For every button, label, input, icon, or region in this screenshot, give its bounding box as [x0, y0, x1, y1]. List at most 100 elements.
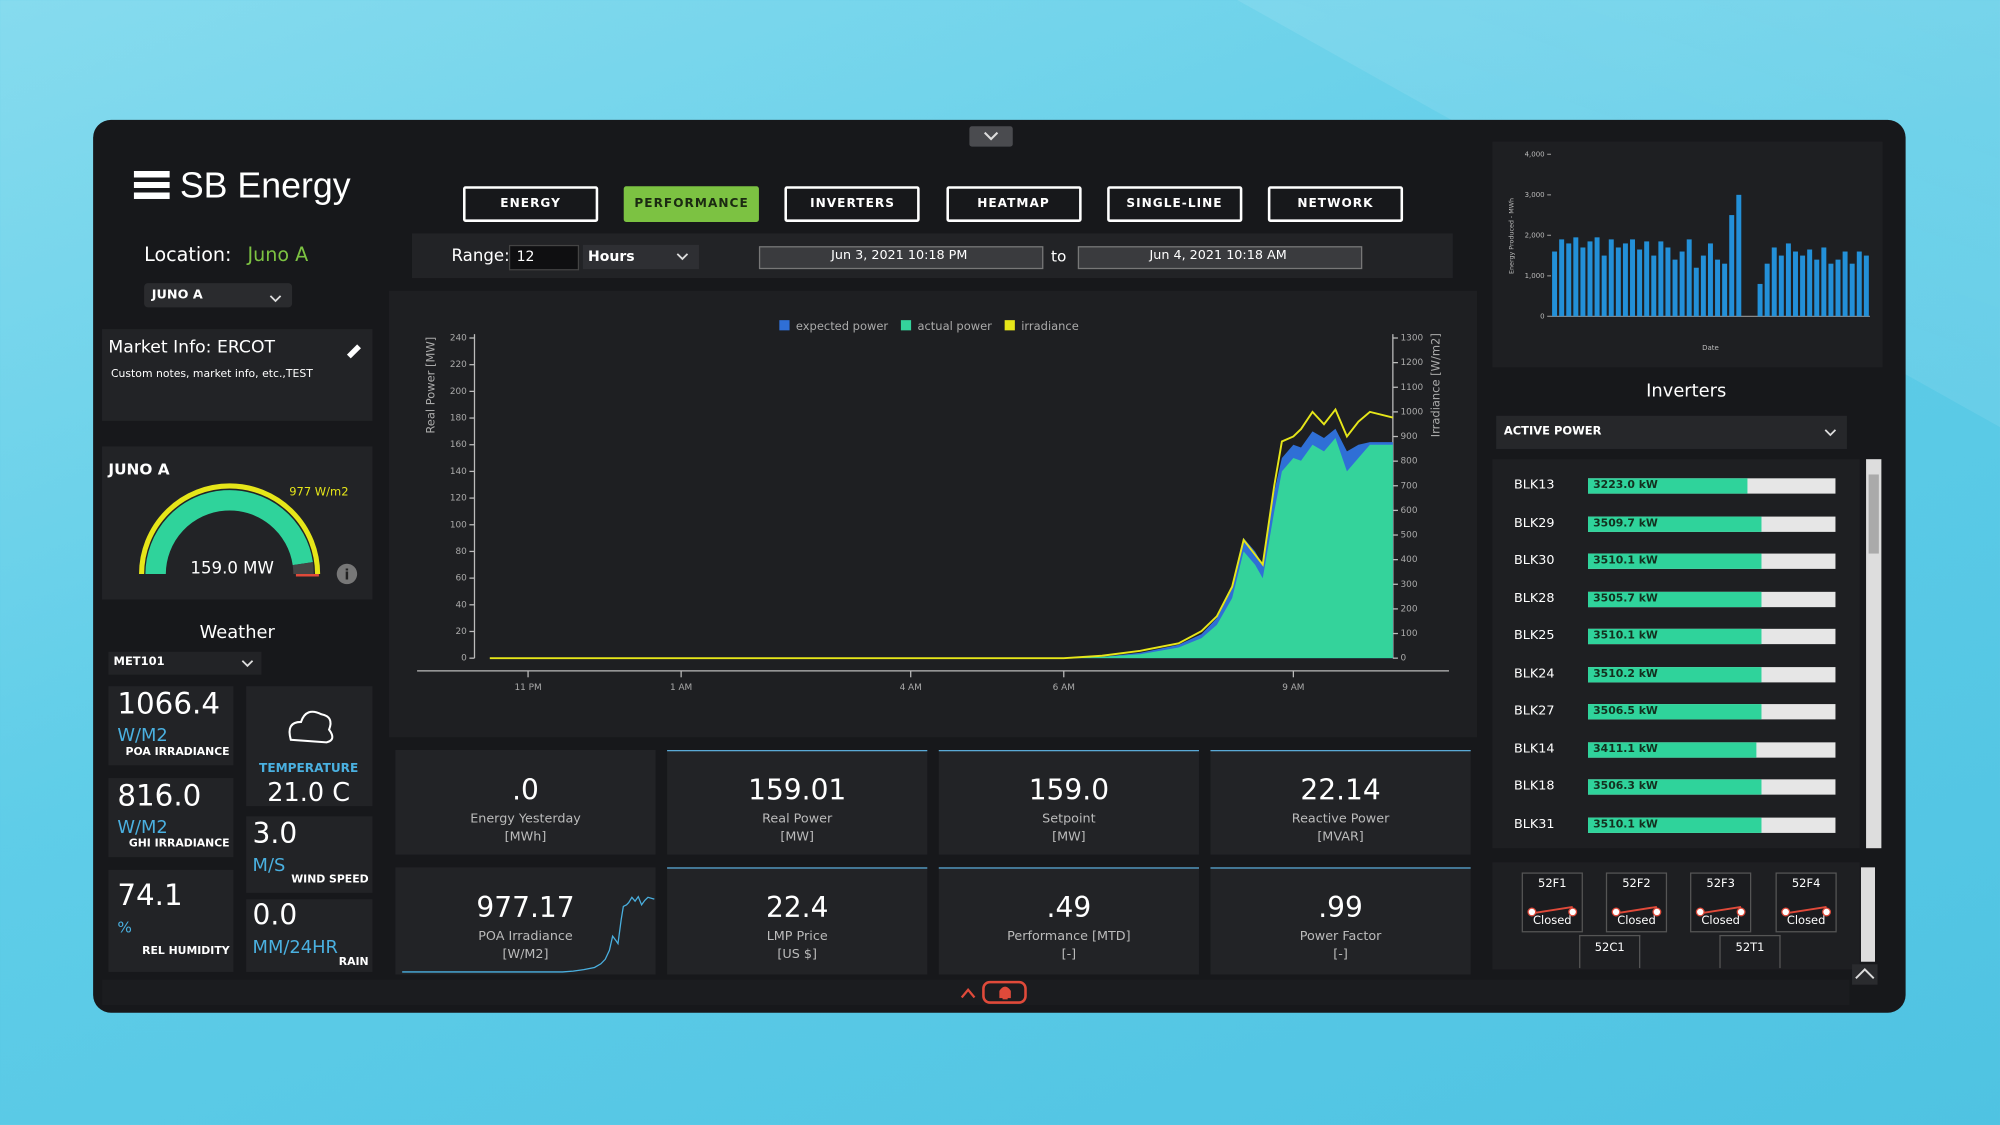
- range-to: to: [1050, 247, 1067, 266]
- stat-unit: [MW]: [780, 830, 814, 845]
- nav-tab[interactable]: [463, 186, 599, 222]
- range-start: Jun 3, 2021 10:18 PM: [831, 248, 968, 263]
- bar: [1644, 241, 1650, 317]
- weather-label: GHI IRRADIANCE: [128, 837, 230, 851]
- breaker-name: 52F2: [1622, 878, 1651, 891]
- legend-swatch: [779, 320, 790, 331]
- bar: [1679, 251, 1685, 317]
- bus-box[interactable]: [1579, 934, 1641, 969]
- stat-value: .0: [512, 775, 539, 808]
- stat-value: 977.17: [476, 892, 575, 925]
- nav-tab[interactable]: [1106, 186, 1243, 222]
- breaker-terminal: [1781, 907, 1791, 917]
- stat-unit: [W/M2]: [502, 947, 549, 962]
- bar: [1573, 237, 1579, 317]
- scroll-top-button[interactable]: [1852, 964, 1878, 985]
- weather-unit: W/M2: [117, 725, 168, 747]
- x-tick-label: 4 AM: [900, 683, 922, 693]
- edit-icon[interactable]: [346, 344, 361, 359]
- gauge-power: 159.0 MW: [190, 559, 274, 579]
- alarm-button[interactable]: [982, 980, 1027, 1004]
- breaker-box[interactable]: [1690, 872, 1752, 933]
- nav-tab[interactable]: [623, 186, 760, 222]
- scrollbar[interactable]: [1866, 459, 1882, 849]
- legend-swatch: [900, 320, 912, 331]
- stat-label: Real Power: [762, 812, 833, 827]
- inverter-name: BLK24: [1514, 666, 1555, 681]
- chevron-down: [241, 660, 254, 668]
- breaker-switch: [1615, 905, 1658, 915]
- y-tick-label: 20: [455, 627, 467, 637]
- weather-tile: [108, 686, 234, 766]
- weather-label: RAIN: [338, 956, 369, 970]
- bus-box[interactable]: [1719, 934, 1781, 969]
- bar: [1771, 247, 1777, 317]
- nav-tab[interactable]: [945, 186, 1082, 222]
- bar: [1587, 241, 1593, 317]
- nav-tab-label: NETWORK: [1297, 196, 1374, 211]
- gauge-title: JUNO A: [108, 460, 170, 479]
- bar: [1828, 263, 1834, 317]
- bar: [1736, 194, 1742, 317]
- inverter-name: BLK30: [1514, 553, 1555, 568]
- stat-value: 159.0: [1028, 775, 1110, 808]
- metric-select[interactable]: [1496, 415, 1847, 449]
- breaker-terminal: [1611, 907, 1621, 917]
- stat-tile: [667, 749, 928, 855]
- site-select-text: JUNO A: [151, 288, 203, 303]
- stat-value: 22.14: [1300, 775, 1381, 808]
- breaker-box[interactable]: [1775, 872, 1837, 933]
- y-tick-label: 140: [450, 467, 467, 477]
- stat-label: Power Factor: [1299, 929, 1382, 944]
- chevron-down: [983, 131, 999, 141]
- chevron-up: [960, 988, 976, 999]
- weather-value: 816.0: [117, 779, 202, 814]
- range-unit: Hours: [588, 248, 635, 265]
- breaker-terminal: [1695, 907, 1705, 917]
- bar: [1849, 263, 1855, 317]
- inverter-bar: [1588, 816, 1762, 833]
- stat-tile: [938, 749, 1199, 855]
- weather-label: REL HUMIDITY: [142, 944, 230, 958]
- breaker-box[interactable]: [1605, 872, 1668, 933]
- inverter-name: BLK28: [1514, 591, 1555, 606]
- stat-tile: [667, 867, 928, 975]
- inverter-name: BLK13: [1514, 478, 1555, 493]
- station-select[interactable]: [108, 651, 262, 675]
- breaker-switch: [1531, 905, 1573, 915]
- bus-name: 52C1: [1594, 941, 1625, 955]
- bar: [1686, 239, 1692, 317]
- stat-value: .49: [1046, 892, 1092, 925]
- range-input[interactable]: [508, 244, 580, 271]
- weather-unit: %: [117, 918, 132, 937]
- bar: [1651, 255, 1657, 317]
- breaker-name: 52F1: [1538, 878, 1567, 891]
- nav-tab[interactable]: [784, 186, 921, 222]
- scrollbar[interactable]: [1860, 867, 1875, 962]
- collapse-handle[interactable]: [969, 126, 1013, 147]
- nav-tab[interactable]: [1267, 186, 1404, 222]
- bar: [1630, 239, 1635, 317]
- info-icon[interactable]: [336, 563, 358, 585]
- chevron-up: [1855, 968, 1875, 979]
- y-tick-label: 4,000: [1525, 149, 1545, 158]
- site-select[interactable]: [144, 283, 293, 308]
- end-date-field[interactable]: [1077, 246, 1363, 270]
- irradiance-line: [489, 407, 1394, 660]
- bar: [1800, 255, 1806, 317]
- chevron-down: [269, 295, 282, 303]
- stat-label: Energy Yesterday: [470, 812, 581, 827]
- gauge-fill: [145, 490, 313, 575]
- y2-tick-label: 400: [1401, 555, 1418, 565]
- bar: [1552, 251, 1558, 317]
- inverter-bar: [1588, 553, 1762, 569]
- scroll-thumb[interactable]: [1868, 474, 1879, 554]
- weather-title: Weather: [199, 622, 275, 643]
- start-date-field[interactable]: [758, 246, 1044, 270]
- inverter-name: BLK14: [1514, 741, 1555, 756]
- stat-tile: [395, 867, 656, 975]
- breaker-box[interactable]: [1521, 872, 1583, 933]
- nav-tab-label: ENERGY: [500, 196, 561, 211]
- bar: [1672, 259, 1678, 317]
